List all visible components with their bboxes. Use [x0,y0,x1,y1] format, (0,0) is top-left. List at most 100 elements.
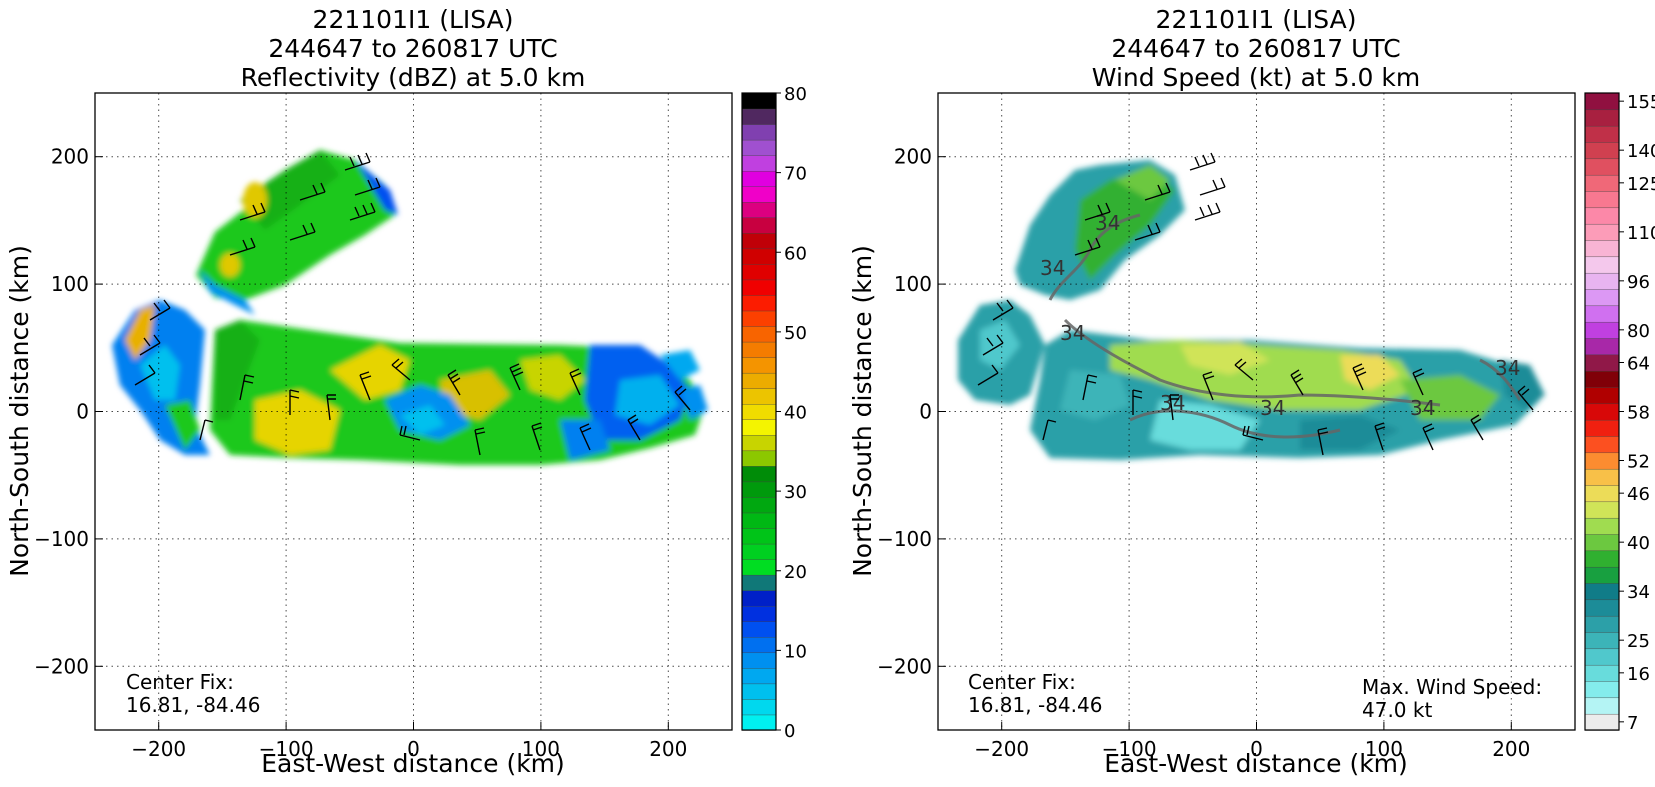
colorbar-tick-label: 80 [784,84,807,105]
colorbar-tick-label: 20 [784,562,807,583]
y-tick-label: 100 [51,272,89,296]
colorbar-segment [1584,533,1620,552]
colorbar-segment [741,341,777,358]
colorbar-tick-label: 80 [1627,321,1650,342]
colorbar-tick-label: 64 [1627,354,1650,375]
colorbar-segment [1584,680,1620,699]
colorbar-segment [1584,288,1620,307]
colorbar-segment [1584,615,1620,633]
x-tick-label: 100 [1365,737,1403,761]
colorbar-segment [741,683,777,700]
colorbar-segment [1584,109,1620,127]
colorbar-segment [1584,337,1620,356]
colorbar-segment [1584,501,1620,519]
colorbar-segment [1584,599,1620,617]
colorbar-segment [741,558,777,576]
x-tick-label: −100 [259,737,314,761]
colorbar-segment [741,356,777,374]
colorbar-tick-label: 155 [1627,92,1655,113]
y-tick-label: 0 [919,400,932,424]
x-tick-labels: −200 −100 0 100 200 [131,722,687,761]
colorbar-segment [1584,256,1620,274]
wind-speed-colorbar [1584,92,1620,731]
reflectivity-colorbar [741,92,777,731]
colorbar-segment [741,170,777,187]
colorbar-segment [741,186,777,203]
wind-speed-panel: 221101I1 (LISA) 244647 to 260817 UTC Win… [848,5,1655,778]
colorbar-tick-label: 25 [1627,631,1650,652]
colorbar-segment [741,605,777,622]
colorbar-tick-label: 34 [1627,582,1650,603]
colorbar-segment [1584,370,1620,388]
colorbar-tick-label: 10 [784,641,807,662]
svg-text:34: 34 [1060,321,1085,345]
colorbar-segment [741,496,777,514]
y-tick-label: −100 [34,527,89,551]
y-axis-label: North-South distance (km) [848,245,877,577]
colorbar-segment [741,217,777,234]
colorbar-segment [741,92,777,110]
colorbar-tick-label: 7 [1627,713,1638,734]
x-axis-label: East-West distance (km) [261,749,565,778]
x-tick-label: 200 [1492,737,1530,761]
colorbar-segment [1584,550,1620,568]
colorbar-segment [1584,452,1620,470]
wind-barbs [134,152,691,456]
x-tick-labels: −200 −100 0 100 200 [974,722,1530,761]
reflectivity-panel: 221101I1 (LISA) 244647 to 260817 UTC Ref… [5,5,807,778]
colorbar-tick-label: 50 [784,323,807,344]
colorbar-segment [1584,713,1620,731]
max-wind-label: Max. Wind Speed: [1362,675,1542,699]
colorbar-tick-label: 46 [1627,484,1650,505]
colorbar-segment [741,481,777,498]
colorbar-segment [741,294,777,312]
svg-text:34: 34 [1040,256,1065,280]
colorbar-tick-label: 96 [1627,272,1650,293]
colorbar-segment [1584,403,1620,421]
colorbar-segment [1584,223,1620,241]
colorbar-segment [741,232,777,250]
colorbar-segment [741,201,777,218]
y-tick-label: 100 [894,272,932,296]
colorbar-segment [1584,631,1620,650]
colorbar-segment [1584,582,1620,601]
colorbar-segment [741,123,777,141]
svg-text:34: 34 [1410,396,1435,420]
colorbar-segment [1584,419,1620,437]
y-axis-label: North-South distance (km) [5,245,34,577]
colorbar-tick-labels: 7 16 25 34 40 46 52 58 64 80 96 110 125 140 155 [1619,92,1655,734]
title-line-3: Wind Speed (kt) at 5.0 km [1092,63,1420,92]
colorbar-tick-label: 140 [1627,141,1655,162]
colorbar-segment [741,263,777,281]
y-tick-label: 0 [76,400,89,424]
colorbar-segment [1584,648,1620,666]
colorbar-segment [1584,386,1620,405]
colorbar-segment [1584,141,1620,160]
svg-text:34: 34 [1495,356,1520,380]
title-line-2: 244647 to 260817 UTC [1111,34,1400,63]
colorbar-segment [1584,354,1620,372]
colorbar-segment [1584,239,1620,258]
colorbar-segment [741,403,777,420]
colorbar-segment [741,372,777,389]
colorbar-segment [1584,664,1620,682]
x-tick-label: −200 [974,737,1029,761]
y-tick-label: 200 [51,145,89,169]
colorbar-segment [1584,468,1620,486]
x-tick-label: 0 [407,737,420,761]
max-wind-value: 47.0 kt [1362,698,1432,722]
y-tick-label: −100 [877,527,932,551]
colorbar-segment [741,387,777,405]
center-fix-value: 16.81, -84.46 [968,693,1102,717]
colorbar-tick-label: 52 [1627,452,1650,473]
colorbar-tick-label: 70 [784,164,807,185]
title-line-1: 221101I1 (LISA) [1156,5,1357,34]
colorbar-segment [741,434,777,452]
x-tick-label: 100 [522,737,560,761]
title-line-2: 244647 to 260817 UTC [268,34,557,63]
colorbar-segment [741,154,777,172]
x-tick-label: −100 [1102,737,1157,761]
colorbar-segment [741,636,777,654]
x-tick-label: 0 [1250,737,1263,761]
